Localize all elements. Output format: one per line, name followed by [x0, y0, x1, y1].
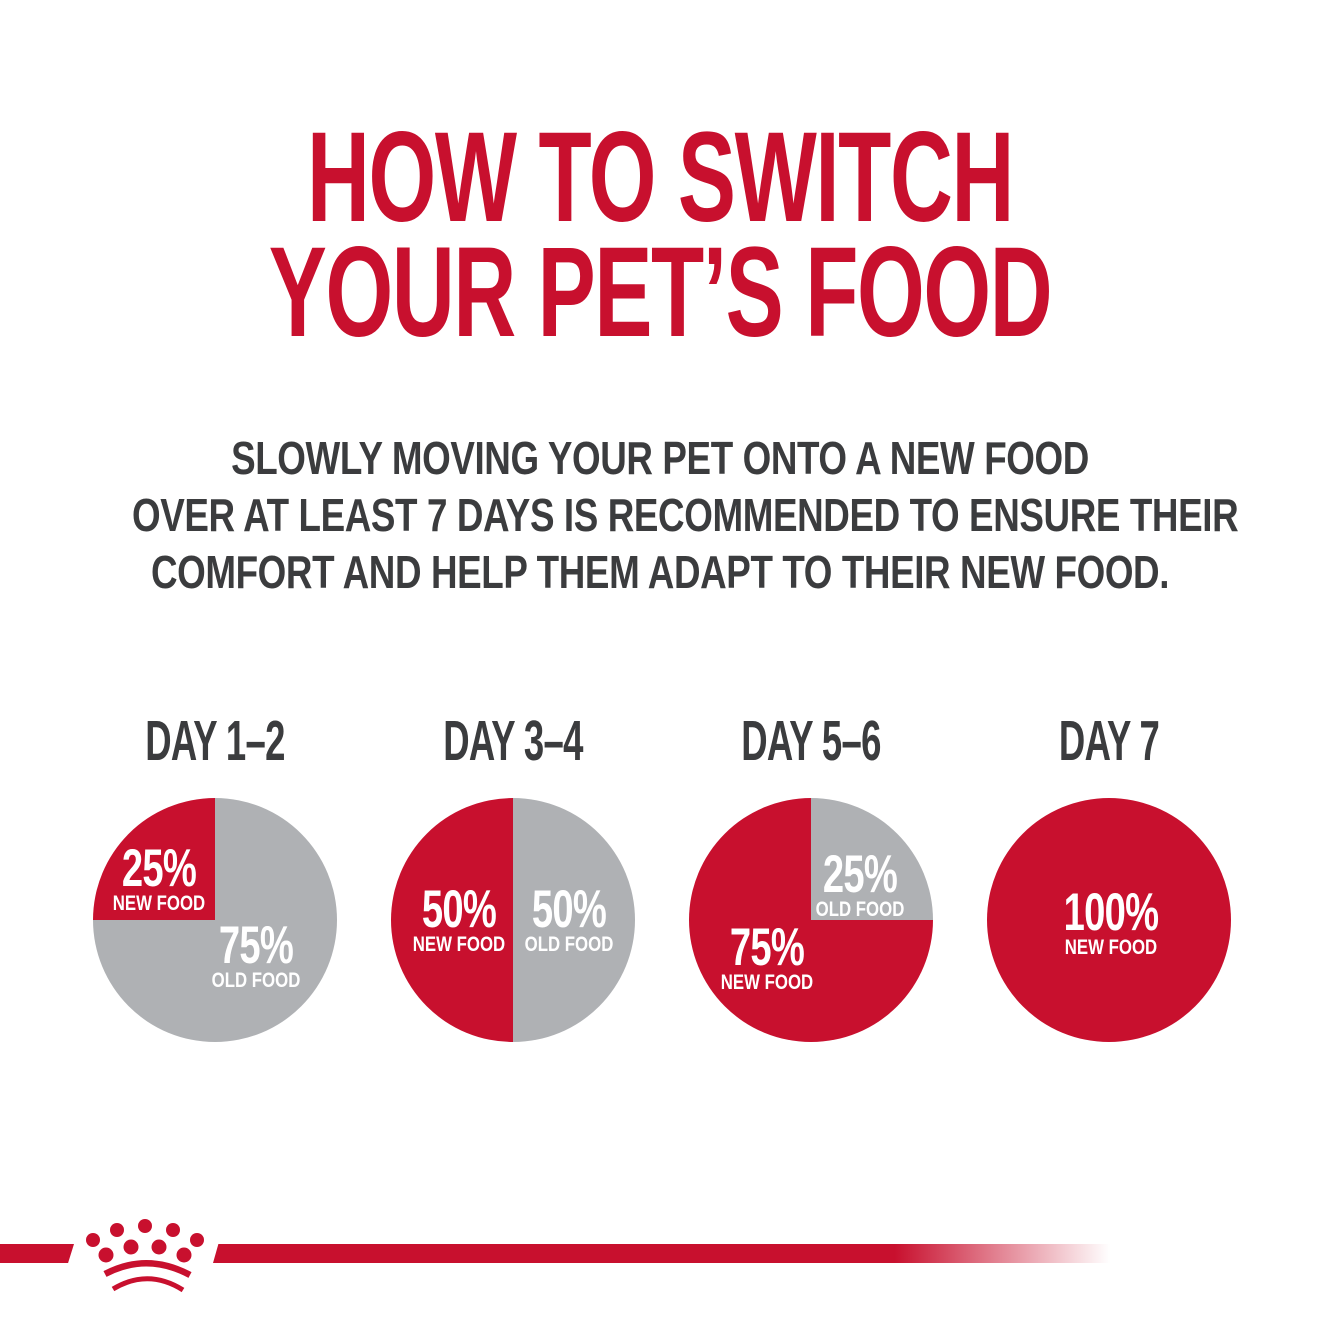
day-column-1-2: DAY 1–2 25% NEW FOOD 75% OLD FOOD: [93, 712, 337, 1042]
pie-slice-caption: OLD FOOD: [212, 968, 301, 992]
pie-label: 75% NEW FOOD: [709, 918, 825, 995]
pie-slice-percent: 50%: [532, 880, 607, 940]
pie-label: 50% OLD FOOD: [514, 880, 625, 957]
pie-label: 25% OLD FOOD: [804, 844, 915, 921]
pie-slice-percent: 25%: [822, 844, 898, 904]
day-column-7: DAY 7 100% NEW FOOD: [987, 712, 1231, 1042]
intro-text-line-3: COMFORT AND HELP THEM ADAPT TO THEIR NEW…: [150, 546, 1170, 598]
pie-slice-percent: 25%: [121, 838, 197, 898]
pie-chart-day-1-2: 25% NEW FOOD 75% OLD FOOD: [93, 798, 337, 1042]
pie-slice-percent: 100%: [1064, 882, 1159, 942]
pie-slice-percent: 75%: [219, 915, 294, 975]
intro-text-line-1: SLOWLY MOVING YOUR PET ONTO A NEW FOOD: [231, 432, 1089, 484]
pie-slice-caption: NEW FOOD: [720, 971, 814, 995]
day-heading: DAY 3–4: [443, 709, 583, 773]
pie-slice-percent: 75%: [729, 918, 805, 978]
pie-slice-caption: OLD FOOD: [815, 897, 905, 921]
pie-slice-caption: NEW FOOD: [112, 891, 206, 915]
royal-canin-crown-icon: [86, 1219, 204, 1293]
pie-label: 50% NEW FOOD: [402, 880, 518, 957]
pie-slice-caption: OLD FOOD: [524, 933, 614, 957]
pie-slice-caption: NEW FOOD: [413, 933, 506, 957]
day-column-3-4: DAY 3–4 50% NEW FOOD 50% OLD FOOD: [391, 712, 635, 1042]
page-title-line-1: HOW TO SWITCH: [307, 106, 1014, 249]
pie-chart-day-3-4: 50% NEW FOOD 50% OLD FOOD: [391, 798, 635, 1042]
day-heading: DAY 7: [1058, 709, 1160, 773]
pie-slice-percent: 50%: [422, 880, 497, 940]
day-heading: DAY 5–6: [741, 709, 881, 773]
page-title: HOW TO SWITCH YOUR PET’S FOOD: [211, 106, 1109, 364]
pie-label: 75% OLD FOOD: [201, 915, 312, 992]
brand-rule-right: [213, 1244, 1110, 1263]
pie-chart-day-7: 100% NEW FOOD: [987, 798, 1231, 1042]
brand-rule-left: [0, 1244, 74, 1263]
intro-text-line-2: OVER AT LEAST 7 DAYS IS RECOMMENDED TO E…: [132, 489, 1239, 541]
day-heading: DAY 1–2: [145, 709, 285, 773]
pie-slice-caption: NEW FOOD: [1065, 935, 1158, 959]
intro-text: SLOWLY MOVING YOUR PET ONTO A NEW FOOD O…: [132, 430, 1239, 601]
page-title-line-2: YOUR PET’S FOOD: [268, 221, 1053, 364]
day-column-5-6: DAY 5–6 25% OLD FOOD 75% NEW FOOD: [689, 712, 933, 1042]
pie-label: 100% NEW FOOD: [1046, 882, 1178, 959]
pie-chart-day-5-6: 25% OLD FOOD 75% NEW FOOD: [689, 798, 933, 1042]
pie-label: 25% NEW FOOD: [101, 838, 217, 915]
